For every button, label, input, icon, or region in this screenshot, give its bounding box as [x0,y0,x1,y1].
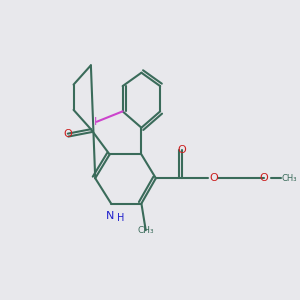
Text: CH₃: CH₃ [281,174,297,183]
Text: CH₃: CH₃ [137,226,154,235]
Text: O: O [260,173,268,183]
Text: O: O [209,173,218,183]
Text: O: O [177,145,186,155]
Text: I: I [93,117,97,127]
Text: H: H [117,213,124,224]
Text: O: O [63,129,72,139]
Text: N: N [106,211,114,221]
